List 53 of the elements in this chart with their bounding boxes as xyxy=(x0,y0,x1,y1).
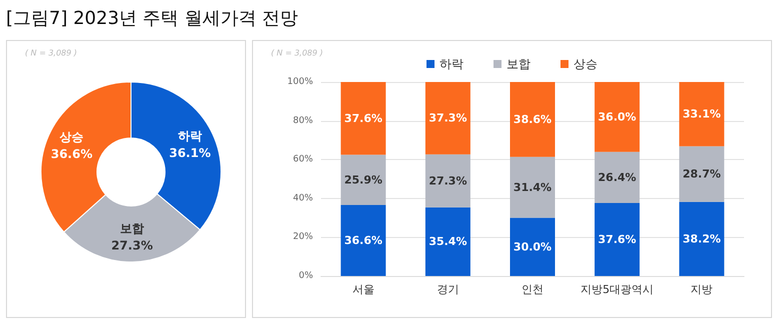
data-label: 25.9% xyxy=(344,173,382,186)
data-label: 36.0% xyxy=(598,110,636,124)
bar xyxy=(594,152,640,204)
data-label: 33.1% xyxy=(682,108,721,121)
bar xyxy=(679,202,724,276)
y-tick-label: 60% xyxy=(292,154,314,165)
data-label: 38.2% xyxy=(682,232,721,246)
data-label: 37.3% xyxy=(428,112,467,125)
bar xyxy=(594,203,640,276)
x-tick-label: 서울 xyxy=(352,283,374,296)
data-label: 36.6% xyxy=(344,234,382,247)
text: ( N = 3,089 ) xyxy=(25,48,78,58)
bar xyxy=(594,82,640,152)
y-tick-label: 100% xyxy=(287,77,314,87)
x-tick-label: 경기 xyxy=(436,283,459,296)
data-label: 38.6% xyxy=(513,112,552,126)
data-label: 27.3% xyxy=(111,238,153,252)
bar xyxy=(425,207,470,276)
legend-label: 보합 xyxy=(506,57,530,71)
slice-label: 상승 xyxy=(58,130,84,144)
data-label: 37.6% xyxy=(344,112,382,125)
text: ( N = 3,089 ) xyxy=(271,48,324,58)
data-label: 28.7% xyxy=(682,168,721,181)
bar xyxy=(425,154,470,208)
y-tick-label: 0% xyxy=(298,271,314,281)
data-label: 31.4% xyxy=(513,180,552,194)
data-label: 36.1% xyxy=(169,146,211,160)
bar xyxy=(340,154,386,205)
y-tick-label: 80% xyxy=(292,116,314,126)
y-tick-label: 40% xyxy=(292,193,314,204)
bar xyxy=(425,82,470,154)
legend-label: 상승 xyxy=(574,57,598,71)
data-label: 37.6% xyxy=(598,233,636,246)
data-label: 26.4% xyxy=(598,170,636,184)
x-tick-label: 지방5대광역시 xyxy=(580,283,654,296)
y-tick-label: 20% xyxy=(292,232,314,242)
data-label: 36.6% xyxy=(50,146,92,161)
bar xyxy=(679,82,724,146)
slice-label: 보합 xyxy=(120,221,144,236)
bar xyxy=(340,82,386,155)
chart-title: [그림7] 2023년 주택 월세가격 전망 xyxy=(6,7,298,30)
legend-label: 하락 xyxy=(440,57,464,71)
data-label: 30.0% xyxy=(513,240,552,254)
bar xyxy=(510,218,555,276)
bar xyxy=(510,82,555,157)
data-label: 27.3% xyxy=(428,174,467,188)
bar xyxy=(340,204,386,276)
bar xyxy=(679,146,724,202)
bar xyxy=(510,156,555,218)
x-tick-label: 인천 xyxy=(522,283,544,296)
x-tick-label: 지방 xyxy=(690,283,713,296)
slice-label: 하락 xyxy=(178,129,202,144)
data-label: 35.4% xyxy=(428,235,467,248)
